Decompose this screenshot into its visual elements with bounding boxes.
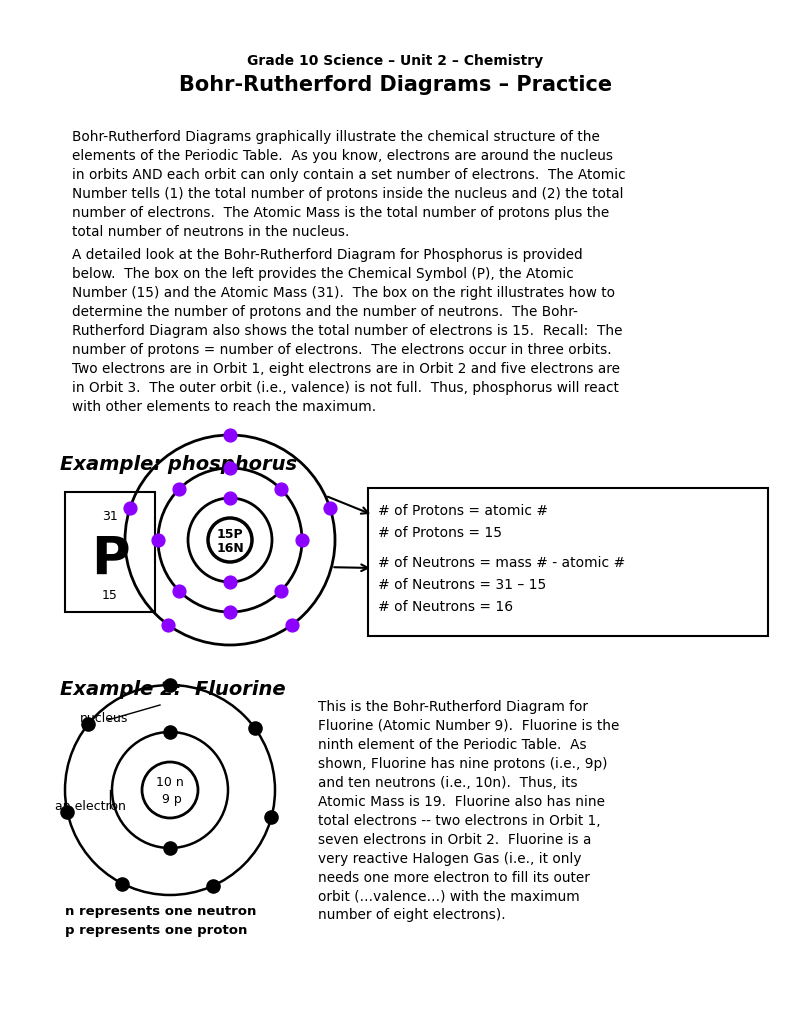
Text: 31: 31 (102, 510, 118, 523)
Point (224, 460, 237, 476)
Text: # of Neutrons = 31 – 15: # of Neutrons = 31 – 15 (378, 578, 547, 592)
Text: # of Protons = 15: # of Protons = 15 (378, 526, 502, 540)
Text: 10 n: 10 n (156, 776, 184, 790)
Text: Grade 10 Science – Unit 2 – Chemistry: Grade 10 Science – Unit 2 – Chemistry (248, 54, 543, 68)
Point (248, 720, 261, 736)
Point (61, 804, 74, 820)
Text: an electron: an electron (55, 800, 126, 813)
Text: Bohr-Rutherford Diagrams – Practice: Bohr-Rutherford Diagrams – Practice (179, 75, 612, 95)
Text: 16N: 16N (216, 542, 244, 555)
Text: P: P (91, 534, 129, 586)
Point (286, 616, 298, 633)
Text: Example 2:  Fluorine: Example 2: Fluorine (60, 680, 286, 699)
Text: This is the Bohr-Rutherford Diagram for
Fluorine (Atomic Number 9).  Fluorine is: This is the Bohr-Rutherford Diagram for … (318, 700, 619, 923)
Point (124, 500, 137, 516)
Text: 15P: 15P (217, 527, 244, 541)
Point (224, 427, 237, 443)
Point (116, 876, 129, 892)
Text: Bohr-Rutherford Diagrams graphically illustrate the chemical structure of the
el: Bohr-Rutherford Diagrams graphically ill… (72, 130, 626, 239)
Text: # of Protons = atomic #: # of Protons = atomic # (378, 504, 548, 518)
Point (152, 531, 165, 548)
Text: 15: 15 (102, 589, 118, 602)
Point (224, 489, 237, 506)
Point (224, 573, 237, 590)
Bar (65, 492, 155, 612)
Point (296, 531, 308, 548)
Point (274, 583, 287, 599)
Text: A detailed look at the Bohr-Rutherford Diagram for Phosphorus is provided
below.: A detailed look at the Bohr-Rutherford D… (72, 248, 623, 414)
Point (206, 878, 219, 894)
Point (324, 500, 336, 516)
Point (164, 677, 176, 693)
Text: 9 p: 9 p (158, 793, 182, 806)
Point (82, 716, 95, 732)
Point (274, 481, 287, 498)
Point (172, 481, 185, 498)
Text: p represents one proton: p represents one proton (65, 924, 248, 937)
Point (265, 809, 278, 825)
Text: nucleus: nucleus (80, 712, 128, 725)
Bar (368, 488, 768, 636)
Text: # of Neutrons = mass # - atomic #: # of Neutrons = mass # - atomic # (378, 556, 625, 570)
Point (224, 604, 237, 621)
Point (164, 840, 176, 856)
Text: n represents one neutron: n represents one neutron (65, 905, 256, 918)
Point (164, 724, 176, 740)
Point (162, 616, 175, 633)
Text: # of Neutrons = 16: # of Neutrons = 16 (378, 600, 513, 614)
Point (172, 583, 185, 599)
Text: Example: phosphorus: Example: phosphorus (60, 455, 297, 474)
